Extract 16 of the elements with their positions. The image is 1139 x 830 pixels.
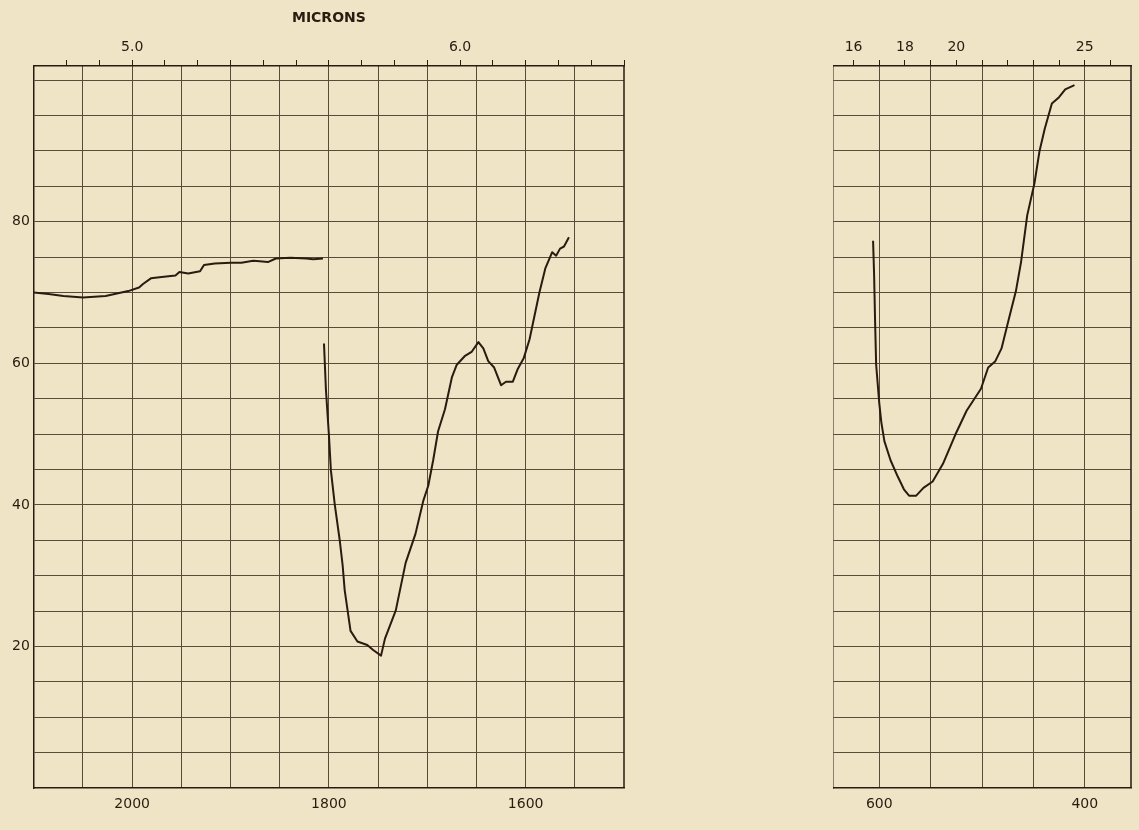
x2-axis-title: MICRONS [291,9,366,26]
y-tick-label: 80 [11,212,30,229]
x2-tick-label: 6.0 [448,38,472,55]
x2-tick-label: 16 [844,38,863,55]
x-tick-label: 400 [1071,795,1099,812]
x-tick-label: 1800 [311,795,347,812]
x2-tick-label: 25 [1075,38,1094,55]
x-tick-label: 1600 [507,795,544,812]
y-tick-label: 20 [11,637,30,654]
x-tick-label: 2000 [114,795,150,812]
x2-tick-label: 5.0 [121,38,144,55]
y-tick-label: 60 [11,353,30,370]
y-tick-label: 40 [11,495,30,512]
x2-tick-label: 18 [896,38,914,55]
x2-tick-label: 20 [947,38,966,55]
x-tick-label: 600 [865,795,893,812]
